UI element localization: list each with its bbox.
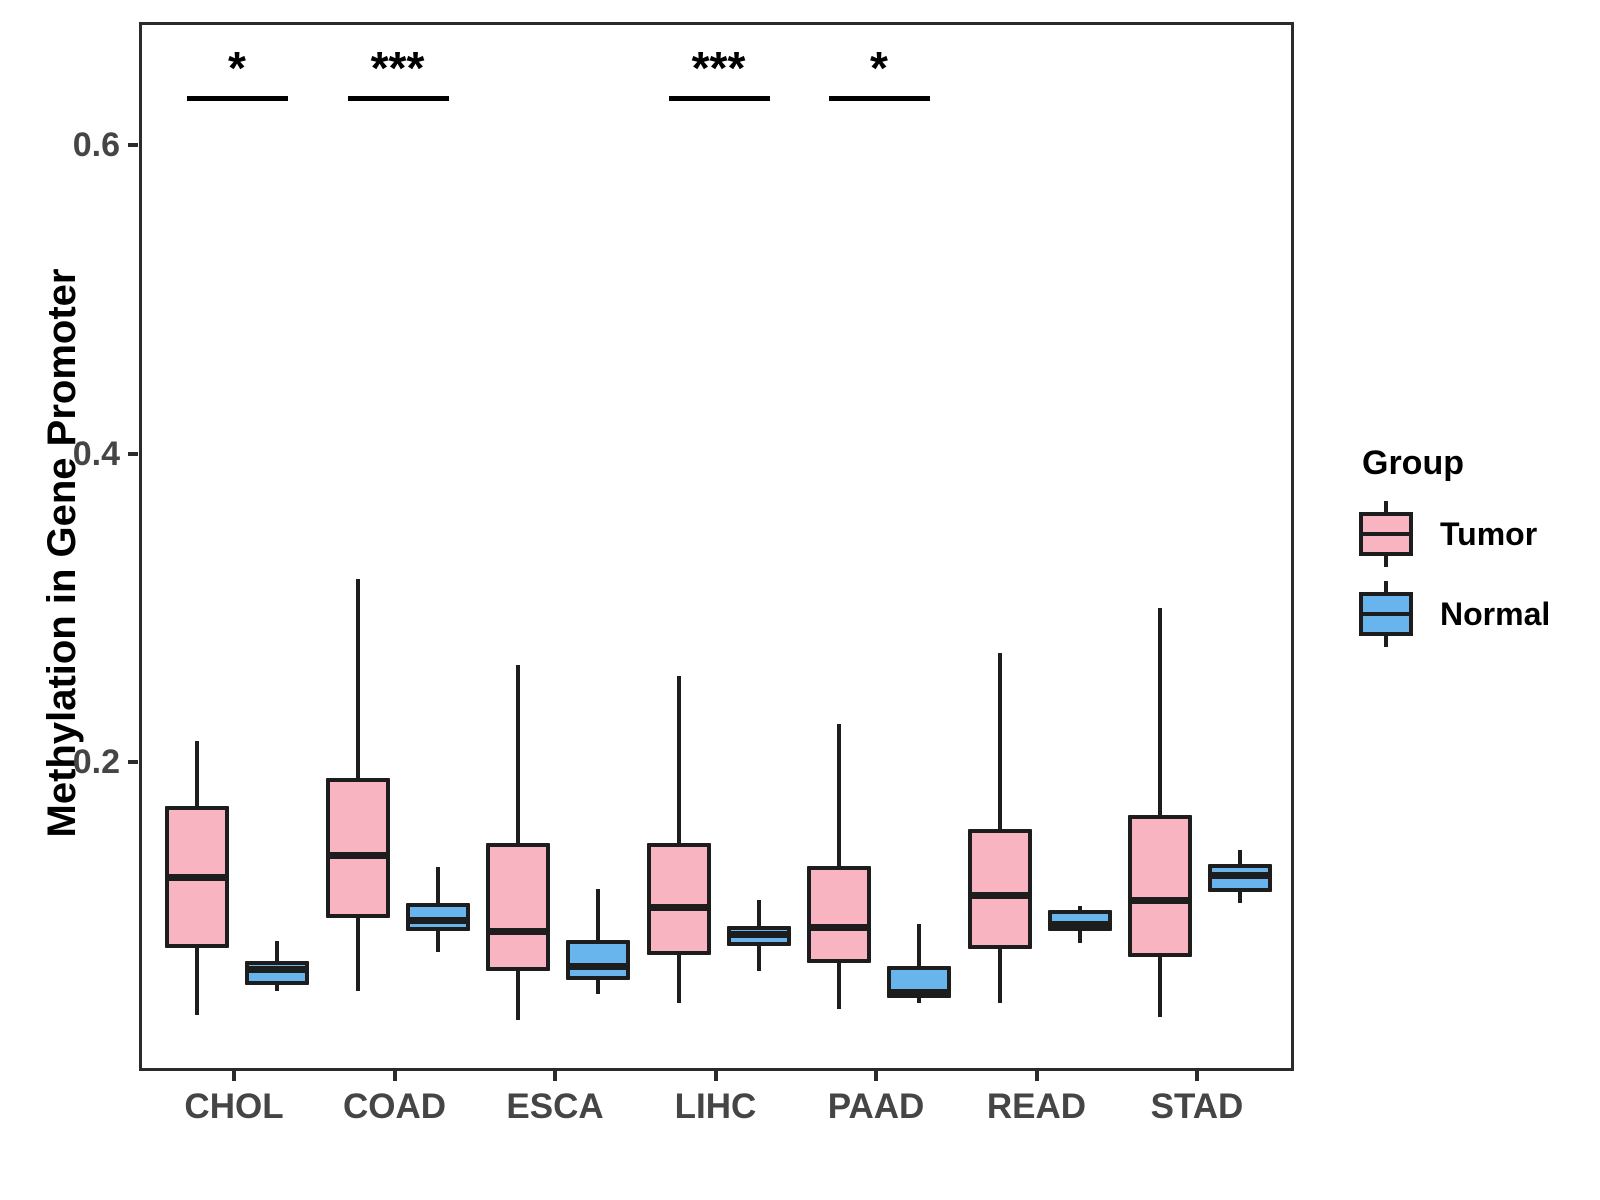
x-tick-label: READ: [986, 1087, 1087, 1126]
box-tumor: [807, 865, 871, 963]
normal-median-line: [566, 963, 630, 970]
x-tick-label: COAD: [342, 1087, 447, 1126]
legend-key-normal: Normal: [1358, 581, 1598, 647]
tumor-whisker: [676, 675, 681, 1004]
normal-median-line: [405, 916, 470, 924]
x-tick-mark: [232, 1071, 236, 1081]
normal-median-line: [245, 966, 309, 974]
normal-whisker: [917, 924, 921, 1004]
tumor-median-line: [325, 851, 390, 859]
normal-median-line: [887, 989, 951, 997]
legend-label-normal: Normal: [1440, 595, 1551, 632]
glyph-whisker-bottom: [1384, 555, 1388, 567]
glyph-whisker-top: [1384, 581, 1388, 593]
normal-median-line: [726, 930, 791, 938]
x-tick-mark: [874, 1071, 878, 1081]
glyph-median: [1359, 532, 1413, 536]
significance-bar: [829, 95, 930, 101]
x-tick-label: LIHC: [674, 1087, 757, 1126]
box-tumor: [967, 828, 1032, 950]
y-tick-mark: [128, 760, 138, 765]
x-tick-mark: [1034, 1071, 1039, 1081]
box-normal: [566, 939, 630, 980]
glyph-whisker-bottom: [1384, 635, 1388, 647]
legend-key-tumor: Tumor: [1358, 501, 1598, 567]
tumor-median-line: [165, 873, 229, 881]
tumor-median-line: [807, 924, 871, 932]
x-tick-label: STAD: [1150, 1087, 1244, 1126]
glyph-median: [1359, 612, 1413, 616]
normal-median-line: [1047, 921, 1112, 929]
significance-label: *: [870, 41, 888, 94]
box-tumor: [325, 777, 390, 919]
tumor-median-line: [486, 927, 550, 935]
box-normal: [405, 902, 470, 931]
tumor-median-line: [646, 904, 711, 912]
y-axis-title: Methylation in Gene Promoter: [40, 268, 84, 838]
y-tick-label: 0.2: [72, 743, 120, 782]
box-tumor: [1128, 814, 1192, 957]
significance-label: *: [228, 41, 246, 94]
x-tick-label: ESCA: [506, 1087, 604, 1126]
significance-label: ***: [691, 41, 746, 94]
x-tick-mark: [553, 1071, 557, 1081]
significance-label: ***: [370, 41, 425, 94]
y-tick-label: 0.6: [72, 126, 120, 165]
glyph-whisker-top: [1384, 501, 1388, 513]
box-tumor: [486, 842, 550, 971]
y-tick-label: 0.4: [72, 434, 120, 473]
x-tick-mark: [713, 1071, 718, 1081]
tumor-whisker: [516, 665, 520, 1020]
normal-median-line: [1208, 871, 1272, 879]
x-tick-mark: [392, 1071, 397, 1081]
legend: Group Tumor Normal: [1358, 444, 1598, 661]
significance-bar: [668, 95, 770, 101]
tumor-boxplot-glyph-icon: [1358, 501, 1414, 567]
y-tick-mark: [128, 143, 138, 148]
legend-label-tumor: Tumor: [1440, 515, 1538, 552]
x-tick-label: CHOL: [184, 1087, 284, 1126]
normal-boxplot-glyph-icon: [1358, 581, 1414, 647]
significance-bar: [187, 95, 288, 101]
y-tick-mark: [128, 451, 138, 456]
box-tumor: [646, 842, 711, 956]
tumor-whisker: [1158, 608, 1162, 1017]
x-tick-mark: [1195, 1071, 1199, 1081]
plot-panel: * *** *** *: [139, 22, 1294, 1071]
tumor-whisker: [997, 652, 1002, 1004]
x-tick-label: PAAD: [827, 1087, 925, 1126]
tumor-median-line: [1128, 896, 1192, 904]
tumor-median-line: [967, 892, 1032, 900]
legend-title: Group: [1362, 444, 1464, 482]
significance-bar: [347, 95, 449, 101]
